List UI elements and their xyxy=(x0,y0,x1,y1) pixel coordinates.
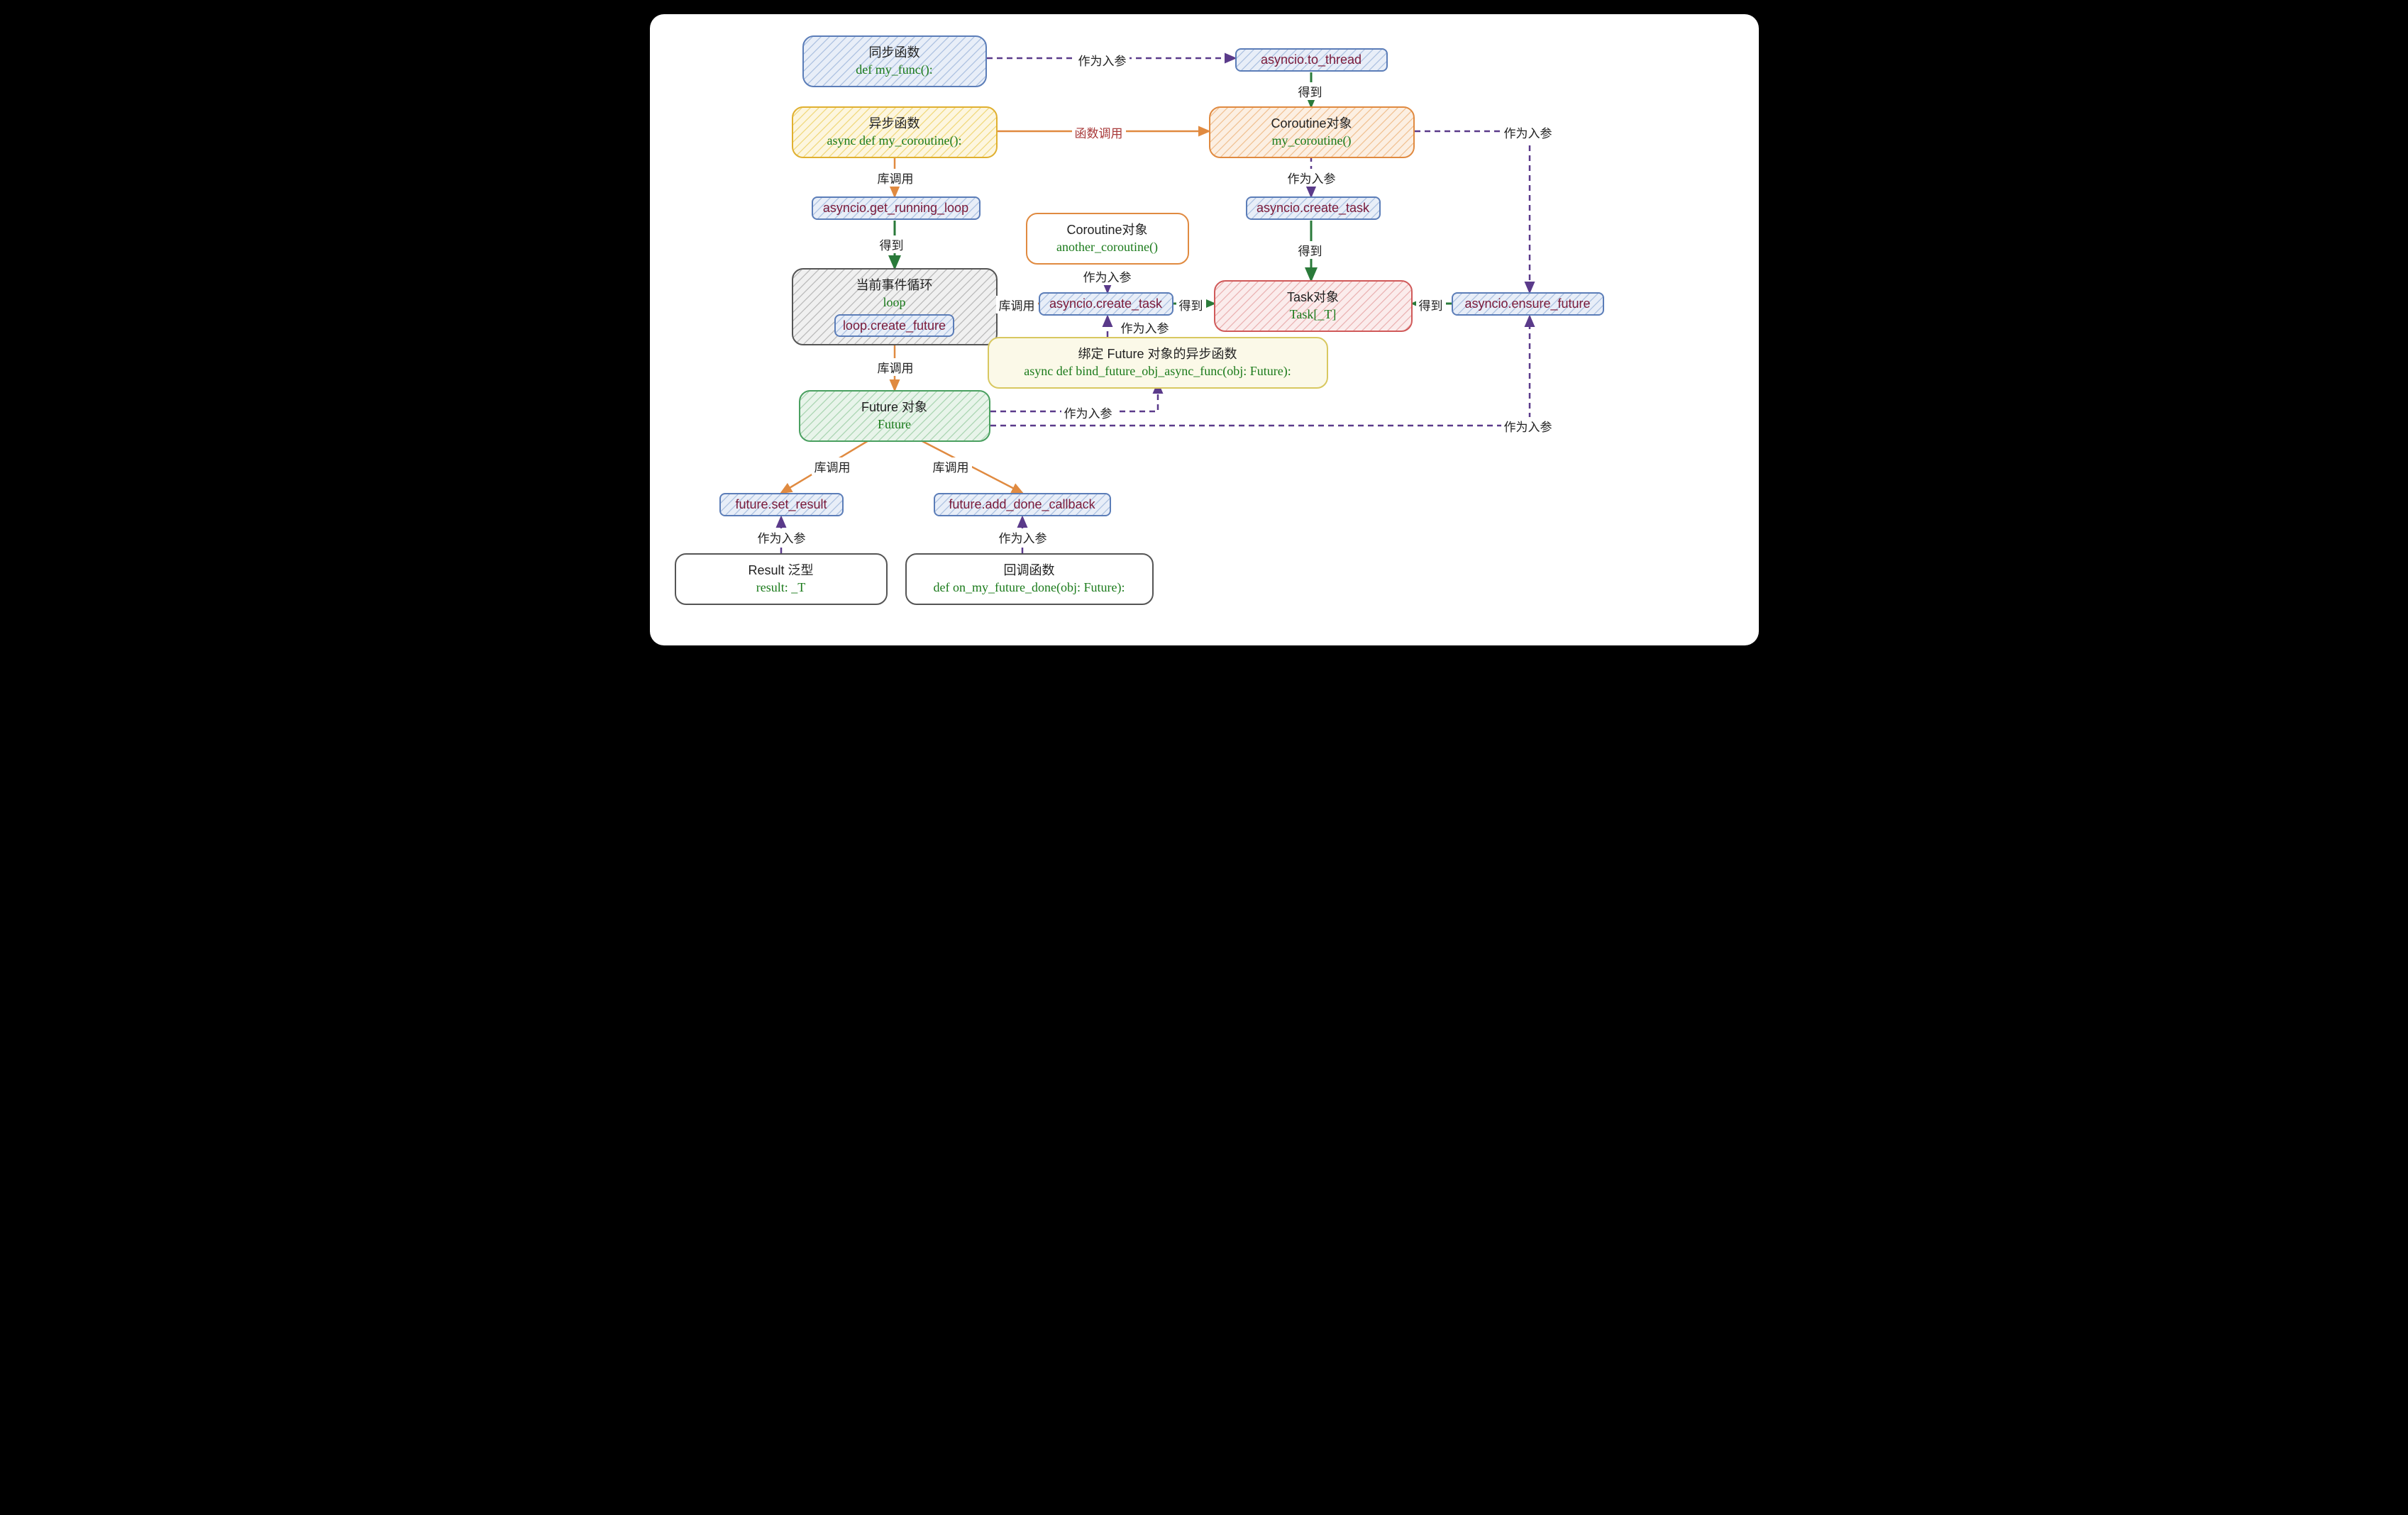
edge-label-13: 库调用 xyxy=(812,457,854,475)
pill-to_thread: asyncio.to_thread xyxy=(1235,48,1388,72)
node-title: Future 对象 xyxy=(812,399,978,416)
edge-label-6: 得到 xyxy=(877,235,907,253)
diagram-canvas: 同步函数def my_func(): 异步函数async def my_corou… xyxy=(650,14,1759,645)
node-title: Task对象 xyxy=(1227,289,1400,306)
edge-label-8: 得到 xyxy=(1176,296,1206,313)
edge-label-1: 得到 xyxy=(1296,82,1325,100)
edge-label-16: 作为入参 xyxy=(996,528,1050,546)
pill-get_loop: asyncio.get_running_loop xyxy=(812,196,981,220)
node-title: 绑定 Future 对象的异步函数 xyxy=(1000,345,1315,362)
pill-ensure_future: asyncio.ensure_future xyxy=(1452,292,1604,316)
node-code: another_coroutine() xyxy=(1039,238,1176,255)
node-result_t: Result 泛型result: _T xyxy=(675,553,888,605)
node-callback: 回调函数def on_my_future_done(obj: Future): xyxy=(905,553,1154,605)
edge-label-18: 得到 xyxy=(1416,296,1446,313)
pill-add_cb: future.add_done_callback xyxy=(934,493,1111,516)
edge-label-11: 库调用 xyxy=(875,358,917,376)
node-title: 同步函数 xyxy=(815,44,974,61)
node-code: result: _T xyxy=(687,579,875,596)
edge-label-12: 作为入参 xyxy=(1061,404,1115,421)
node-code: def on_my_future_done(obj: Future): xyxy=(918,579,1141,596)
node-code: my_coroutine() xyxy=(1222,132,1402,149)
node-code: loop xyxy=(805,294,985,311)
node-title: 异步函数 xyxy=(805,115,985,132)
node-title: Coroutine对象 xyxy=(1039,221,1176,238)
edge-label-10: 作为入参 xyxy=(1118,318,1172,336)
node-title: Result 泛型 xyxy=(687,562,875,579)
node-loop: 当前事件循环loop loop.create_future xyxy=(792,268,998,345)
node-future: Future 对象Future xyxy=(799,390,990,442)
node-another_cor: Coroutine对象another_coroutine() xyxy=(1026,213,1189,265)
edge-label-17: 作为入参 xyxy=(1501,123,1555,141)
edge-label-5: 库调用 xyxy=(875,169,917,187)
pill-create_task1: asyncio.create_task xyxy=(1246,196,1381,220)
edge-label-0: 作为入参 xyxy=(1076,51,1130,69)
node-coroutine: Coroutine对象my_coroutine() xyxy=(1209,106,1415,158)
edge-label-14: 库调用 xyxy=(930,457,972,475)
pill-create_task2: asyncio.create_task xyxy=(1039,292,1173,316)
pill-loop-create-future: loop.create_future xyxy=(834,314,954,337)
node-code: def my_func(): xyxy=(815,61,974,78)
edge-label-2: 函数调用 xyxy=(1072,123,1126,141)
node-title: Coroutine对象 xyxy=(1222,115,1402,132)
node-title: 当前事件循环 xyxy=(805,277,985,294)
node-task: Task对象Task[_T] xyxy=(1214,280,1413,332)
node-code: Task[_T] xyxy=(1227,306,1400,323)
pill-set_result: future.set_result xyxy=(719,493,844,516)
edge-label-3: 作为入参 xyxy=(1285,169,1339,187)
edge-label-19: 作为入参 xyxy=(1501,417,1555,435)
edge-label-4: 得到 xyxy=(1296,241,1325,259)
edge-label-7: 库调用 xyxy=(996,296,1038,313)
node-sync_func: 同步函数def my_func(): xyxy=(802,35,987,87)
node-code: Future xyxy=(812,416,978,433)
node-bind_fn: 绑定 Future 对象的异步函数async def bind_future_o… xyxy=(988,337,1328,389)
edge-label-15: 作为入参 xyxy=(755,528,809,546)
node-code: async def bind_future_obj_async_func(obj… xyxy=(1000,362,1315,379)
node-async_func: 异步函数async def my_coroutine(): xyxy=(792,106,998,158)
edge-label-9: 作为入参 xyxy=(1081,267,1134,285)
node-code: async def my_coroutine(): xyxy=(805,132,985,149)
node-title: 回调函数 xyxy=(918,562,1141,579)
edge-17 xyxy=(1415,131,1530,292)
